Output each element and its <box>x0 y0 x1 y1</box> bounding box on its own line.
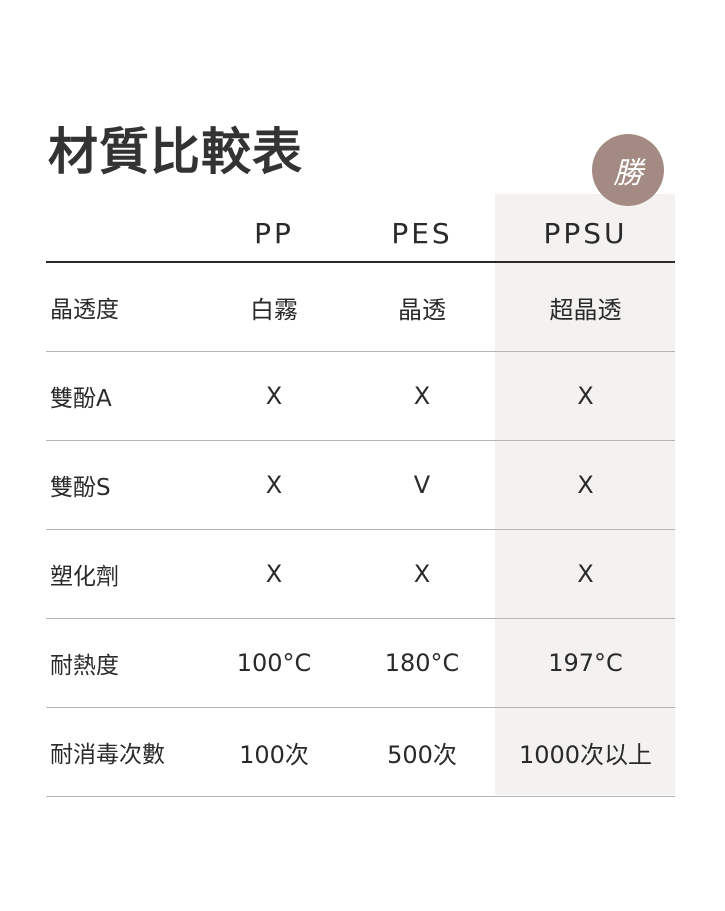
table-cell: X <box>577 471 594 499</box>
table-cell: X <box>265 471 283 499</box>
row-label: 耐熱度 <box>50 653 119 679</box>
table-cell: X <box>577 382 594 410</box>
row-label: 雙酚S <box>50 475 111 501</box>
comparison-table: PP PES PPSU 晶透度 白霧 晶透 超晶透雙酚A X X X 雙酚S X V X 塑化劑 X X X… <box>46 194 675 797</box>
winner-column-highlight <box>495 194 675 795</box>
row-label: 耐消毒次數 <box>50 742 165 768</box>
table-row: 晶透度 白霧 晶透 超晶透 <box>46 263 675 352</box>
header-pes: PES <box>391 217 453 250</box>
table-cell: X <box>265 382 283 410</box>
table-row: 塑化劑 X X X <box>46 530 675 619</box>
table-cell: X <box>265 560 283 588</box>
table-cell: 100°C <box>236 649 312 677</box>
table-row: 雙酚S X V X <box>46 441 675 530</box>
table-cell: X <box>413 382 431 410</box>
table-row: 耐熱度 100°C 180°C 197°C <box>46 619 675 708</box>
page-title: 材質比較表 <box>48 122 303 181</box>
table-cell: 500次 <box>387 740 457 769</box>
table-cell: X <box>413 560 431 588</box>
header-row: PP PES PPSU <box>46 194 675 263</box>
table-cell: 1000次以上 <box>518 740 653 769</box>
table-cell: V <box>413 471 431 499</box>
header-pp: PP <box>254 217 294 250</box>
table-cell: 100次 <box>239 740 309 769</box>
row-label: 晶透度 <box>50 297 119 323</box>
table-cell: 超晶透 <box>549 295 622 324</box>
row-label: 雙酚A <box>50 386 112 412</box>
table-cell: 180°C <box>384 649 460 677</box>
table-row: 雙酚A X X X <box>46 352 675 441</box>
header-ppsu: PPSU <box>543 217 628 250</box>
table-cell: 197°C <box>548 649 623 677</box>
table-cell: 白霧 <box>250 295 298 324</box>
row-label: 塑化劑 <box>50 564 119 590</box>
winner-badge: 勝 <box>592 134 664 206</box>
table-cell: 晶透 <box>398 295 446 324</box>
header-cell <box>46 222 200 234</box>
table-cell: X <box>577 560 594 588</box>
table-row: 耐消毒次數 100次 500次 1000次以上 <box>46 708 675 797</box>
